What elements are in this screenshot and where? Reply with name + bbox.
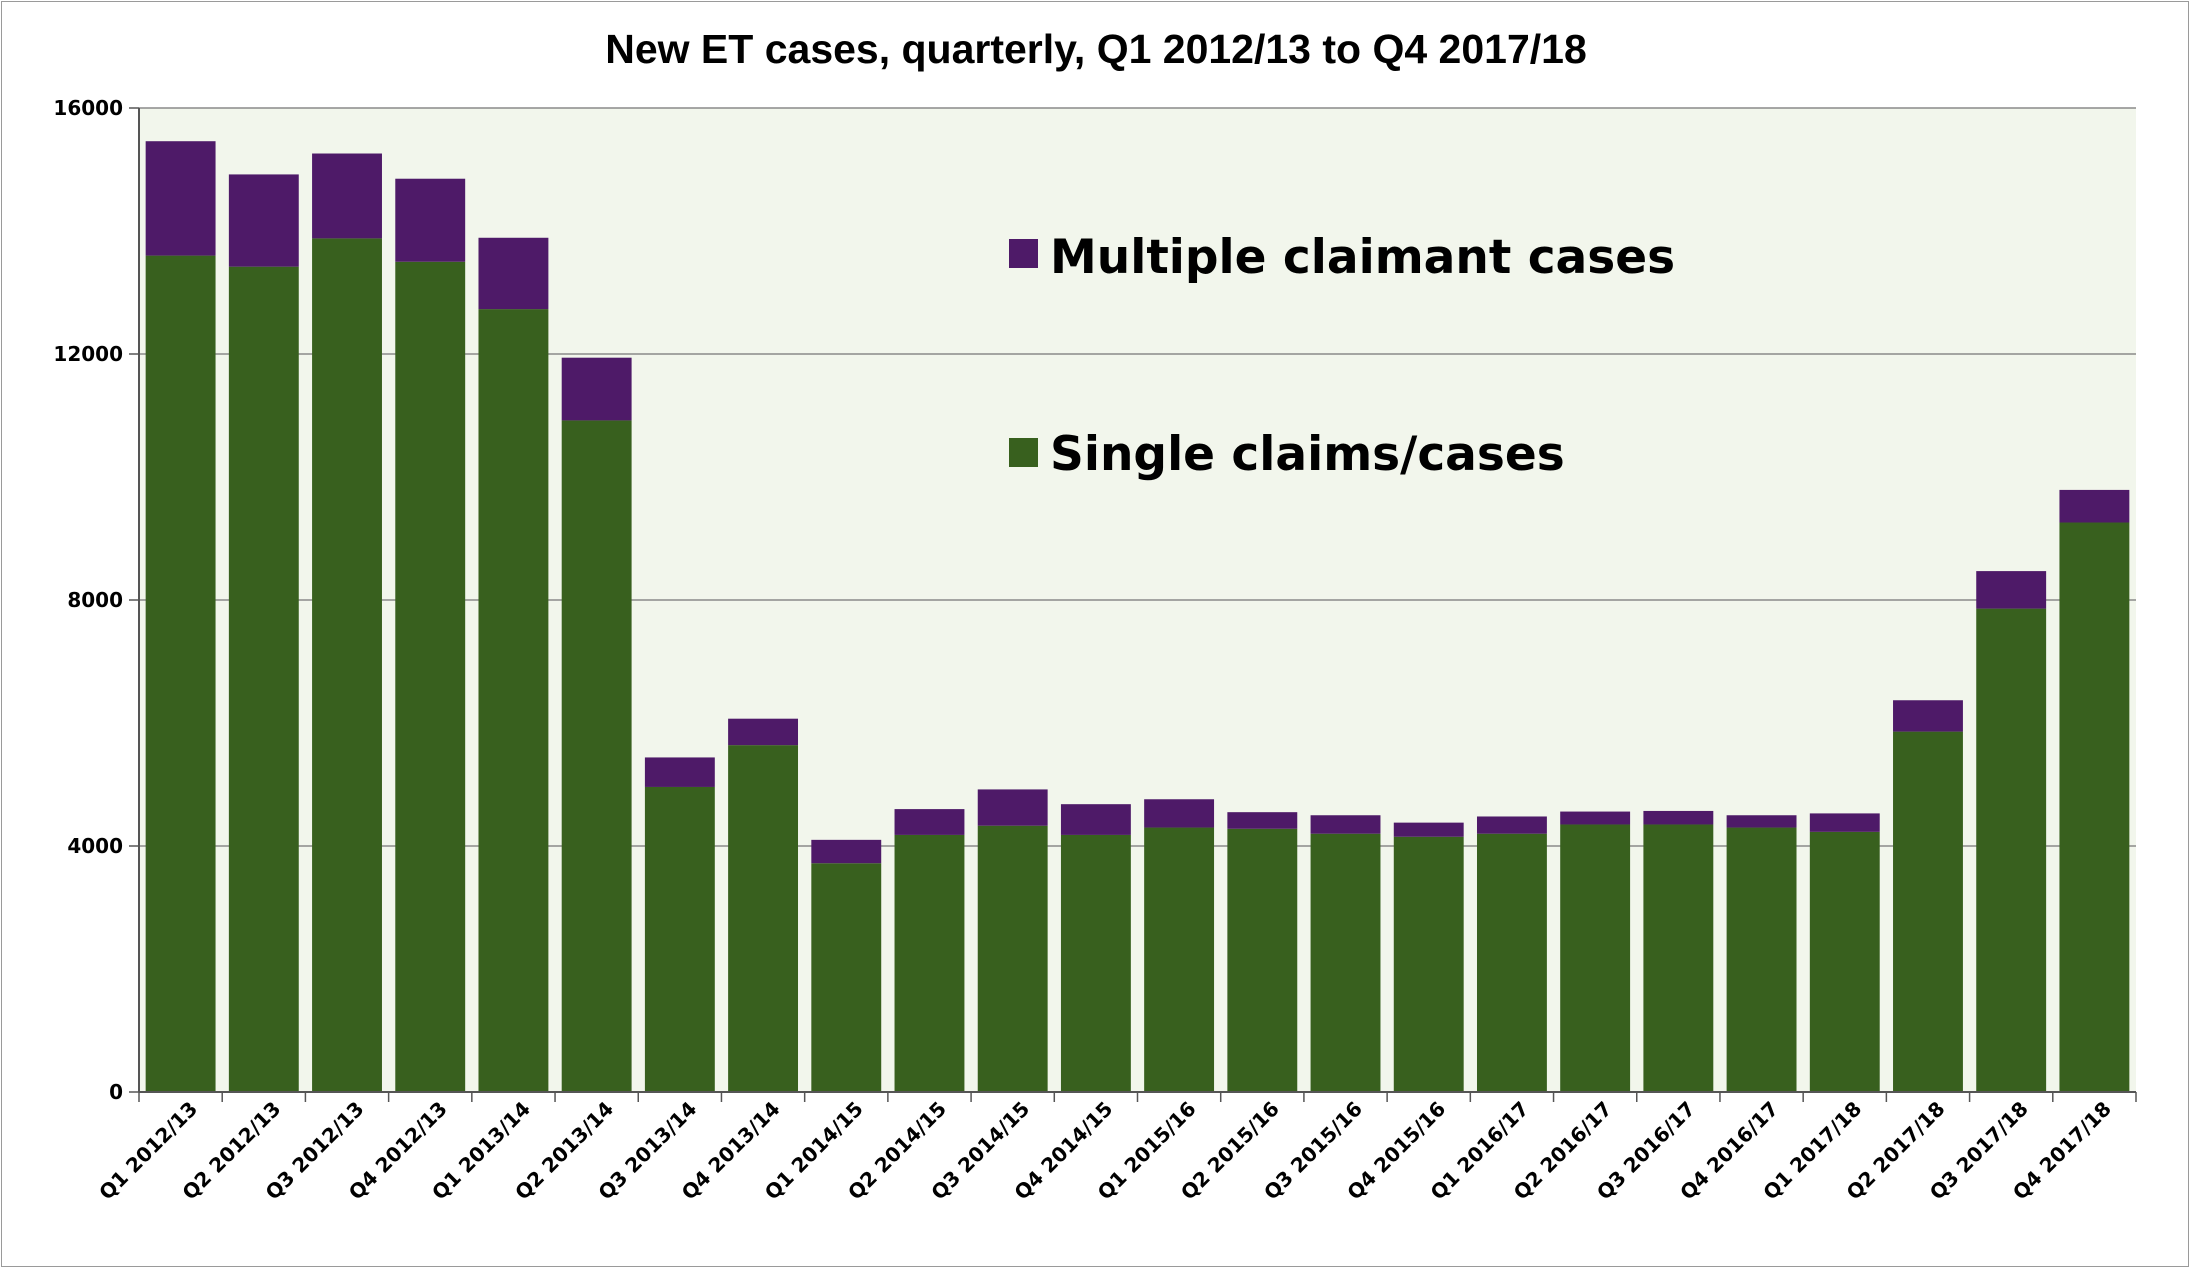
bar-single: [1976, 608, 2047, 1092]
bar-multiple: [1643, 810, 1714, 825]
bar-single: [312, 238, 382, 1092]
bar-multiple: [395, 178, 466, 262]
bar-multiple: [1144, 799, 1215, 828]
bar-single: [1893, 731, 1963, 1092]
bar-single: [977, 825, 1048, 1092]
bar-multiple: [1227, 812, 1298, 829]
bar-multiple: [1060, 804, 1131, 835]
legend-item-single: Single claims/cases: [1009, 427, 1565, 482]
bar-single: [1726, 827, 1797, 1092]
bar-multiple: [478, 237, 549, 310]
bar-single: [1144, 827, 1215, 1092]
bar-single: [1227, 828, 1298, 1092]
bar-single: [1310, 833, 1381, 1092]
bar-multiple: [1809, 813, 1880, 832]
bar-multiple: [312, 153, 382, 239]
bar-multiple: [561, 357, 632, 421]
bar-single: [1393, 836, 1464, 1092]
bar-single: [894, 834, 965, 1092]
chart-title: New ET cases, quarterly, Q1 2012/13 to Q…: [605, 26, 1587, 72]
bar-multiple: [811, 839, 882, 864]
bar-single: [145, 255, 216, 1093]
bar-multiple: [644, 757, 715, 787]
legend-swatch-single: [1009, 438, 1038, 467]
bar-single: [728, 745, 799, 1092]
bar-single: [561, 420, 632, 1092]
bars: [145, 141, 2130, 1093]
y-tick-labels: 0 4000 8000 12000 16000: [53, 96, 139, 1104]
y-tick-label: 12000: [53, 342, 123, 366]
bar-single: [1560, 824, 1631, 1092]
y-tick-label: 16000: [53, 96, 123, 120]
bar-single: [1809, 831, 1880, 1092]
bar-single: [644, 786, 715, 1092]
bar-single: [478, 309, 549, 1093]
bar-multiple: [1560, 811, 1631, 825]
bar-single: [811, 863, 882, 1092]
legend-swatch-multiple: [1009, 239, 1038, 268]
bar-multiple: [894, 809, 965, 835]
bar-multiple: [228, 174, 299, 267]
bar-single: [1643, 824, 1714, 1092]
bar-single: [2059, 522, 2130, 1092]
bar-multiple: [977, 789, 1048, 826]
legend-label-multiple: Multiple claimant cases: [1050, 230, 1675, 285]
y-tick-label: 0: [109, 1080, 123, 1104]
legend-item-multiple: Multiple claimant cases: [1009, 230, 1675, 285]
bar-multiple: [1310, 815, 1381, 834]
bar-multiple: [1476, 816, 1547, 834]
bar-single: [395, 261, 466, 1092]
bar-single: [1476, 833, 1547, 1092]
gridlines: [139, 107, 2136, 847]
bar-multiple: [145, 141, 216, 256]
bar-single: [228, 266, 299, 1092]
y-tick-label: 8000: [67, 588, 123, 612]
y-tick-label: 4000: [67, 834, 123, 858]
bar-multiple: [2059, 489, 2130, 523]
bar-multiple: [728, 718, 799, 746]
legend-label-single: Single claims/cases: [1050, 427, 1565, 482]
legend: Multiple claimant cases Single claims/ca…: [1009, 230, 1675, 482]
bar-multiple: [1893, 700, 1963, 732]
bar-multiple: [1393, 822, 1464, 837]
bar-multiple: [1726, 815, 1797, 828]
bar-single: [1060, 834, 1131, 1092]
bar-multiple: [1976, 571, 2047, 609]
